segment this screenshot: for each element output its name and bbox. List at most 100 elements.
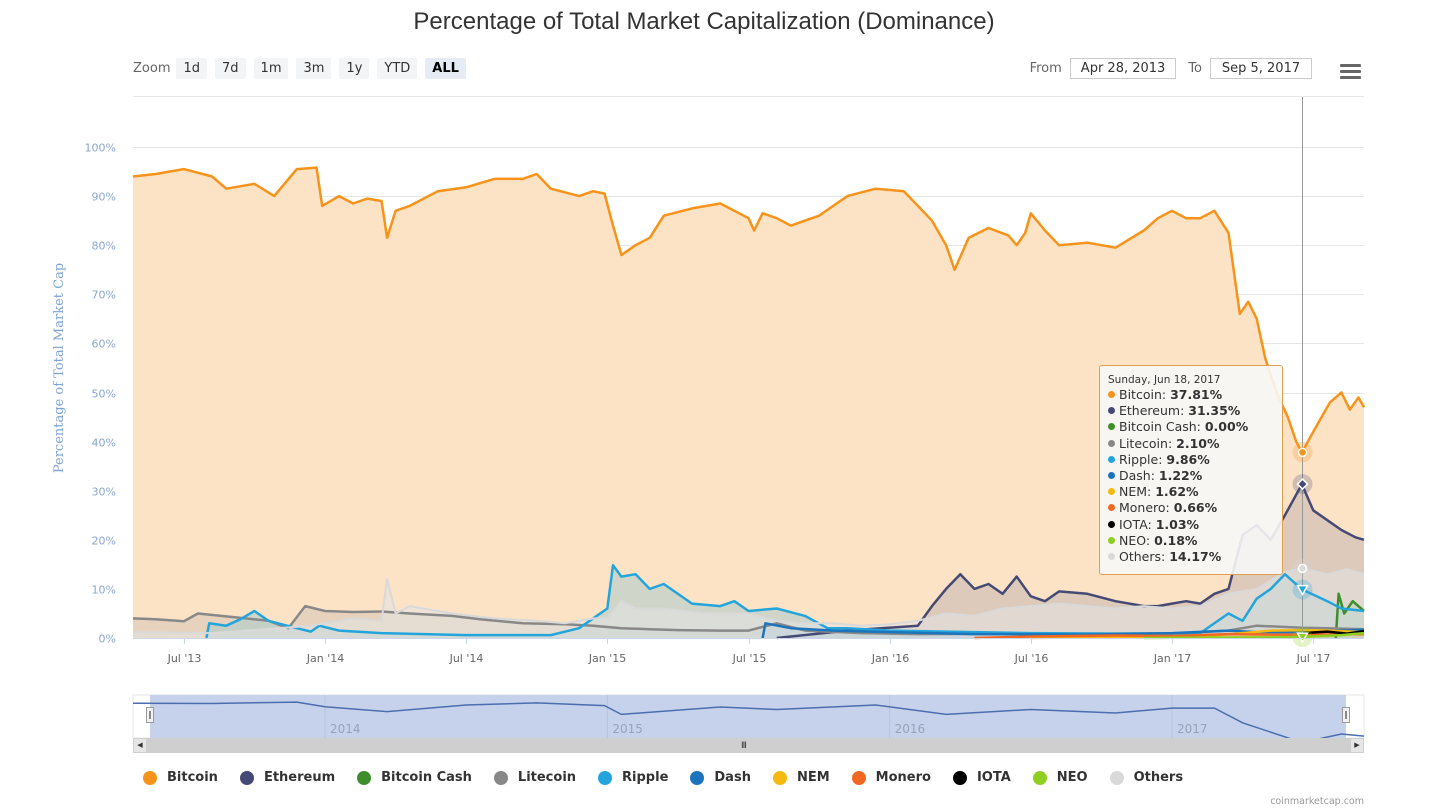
legend-swatch-icon xyxy=(493,770,508,785)
legend-item-dash[interactable]: Dash xyxy=(690,770,751,785)
scroll-right-arrow-icon[interactable]: ▶ xyxy=(1350,738,1364,753)
from-date-input[interactable]: Apr 28, 2013 xyxy=(1069,58,1177,79)
series-dot-icon xyxy=(1108,536,1115,544)
legend-item-neo[interactable]: NEO xyxy=(1032,770,1088,785)
scroll-grip-icon[interactable]: III xyxy=(741,741,747,751)
zoom-3m-button[interactable]: 3m xyxy=(296,58,332,79)
navigator-year-label: 2014 xyxy=(330,722,361,736)
legend-label: Litecoin xyxy=(517,770,577,785)
legend-item-bitcoin[interactable]: Bitcoin xyxy=(143,770,218,785)
zoom-ytd-button[interactable]: YTD xyxy=(377,58,418,79)
legend-label: Monero xyxy=(875,770,931,785)
zoom-1m-button[interactable]: 1m xyxy=(253,58,289,79)
series-dot-icon xyxy=(1108,488,1115,496)
legend-label: Ripple xyxy=(622,770,669,785)
x-tick-label: Jan '14 xyxy=(306,652,344,665)
legend-label: Bitcoin xyxy=(167,770,218,785)
series-dot-icon xyxy=(1108,455,1115,463)
menu-bar xyxy=(1340,70,1361,73)
line-bitcoin-cash[interactable] xyxy=(1334,592,1365,639)
tooltip-row-bitcoin: Bitcoin: 37.81% xyxy=(1108,387,1274,403)
x-tick-label: Jan '15 xyxy=(588,652,626,665)
zoom-all-button[interactable]: ALL xyxy=(425,58,466,79)
tooltip-series-name: Bitcoin Cash: xyxy=(1119,419,1205,435)
legend-item-others[interactable]: Others xyxy=(1109,770,1184,785)
line-others[interactable] xyxy=(132,567,1365,635)
tooltip-series-name: IOTA: xyxy=(1119,516,1156,532)
hamburger-menu-icon[interactable] xyxy=(1340,64,1361,82)
credits-link[interactable]: coinmarketcap.com xyxy=(1270,796,1364,807)
y-tick-label: 40% xyxy=(92,437,116,450)
legend-swatch-icon xyxy=(851,770,866,785)
legend-swatch-icon xyxy=(772,770,787,785)
legend-item-ripple[interactable]: Ripple xyxy=(598,770,668,785)
series-dot-icon xyxy=(1108,472,1115,480)
legend-swatch-icon xyxy=(239,770,254,785)
to-label: To xyxy=(1188,61,1202,76)
series-dot-icon xyxy=(1108,439,1115,447)
series-dot-icon xyxy=(1108,423,1115,431)
legend-item-nem[interactable]: NEM xyxy=(772,770,830,785)
line-nem[interactable] xyxy=(1030,628,1365,640)
legend-item-litecoin[interactable]: Litecoin xyxy=(493,770,577,785)
hover-markers xyxy=(1292,442,1313,648)
tooltip-series-name: Monero: xyxy=(1119,500,1174,516)
tooltip-row-bitcoin-cash: Bitcoin Cash: 0.00% xyxy=(1108,419,1274,435)
legend-item-ethereum[interactable]: Ethereum xyxy=(239,770,335,785)
area-others xyxy=(133,568,1364,638)
tooltip-row-neo: NEO: 0.18% xyxy=(1108,533,1274,549)
y-tick-label: 70% xyxy=(92,289,116,302)
tooltip-series-value: 0.66% xyxy=(1173,500,1218,516)
legend-item-iota[interactable]: IOTA xyxy=(952,770,1011,785)
legend-label: IOTA xyxy=(976,770,1011,785)
tooltip-series-value: 0.00% xyxy=(1204,419,1249,435)
zoom-1d-button[interactable]: 1d xyxy=(176,58,208,79)
line-ripple[interactable] xyxy=(205,564,1365,639)
navigator-left-handle[interactable] xyxy=(146,707,154,723)
tooltip-series-value: 2.10% xyxy=(1176,435,1220,451)
tooltip-series-name: Ethereum: xyxy=(1119,403,1189,419)
tooltip-row-dash: Dash: 1.22% xyxy=(1108,468,1274,484)
tooltip-row-ripple: Ripple: 9.86% xyxy=(1108,452,1274,468)
marker-ethereum xyxy=(1296,478,1309,491)
y-axis-label: Percentage of Total Market Cap xyxy=(52,263,67,473)
y-tick-label: 20% xyxy=(92,535,116,548)
legend-item-bitcoin-cash[interactable]: Bitcoin Cash xyxy=(357,770,472,785)
legend-label: Bitcoin Cash xyxy=(381,770,472,785)
navigator-right-handle[interactable] xyxy=(1342,707,1350,723)
scroll-left-arrow-icon[interactable]: ◀ xyxy=(133,738,147,753)
x-tick-label: Jan '17 xyxy=(1153,652,1191,665)
navigator-selection[interactable] xyxy=(150,695,1346,738)
line-bitcoin[interactable] xyxy=(132,166,1366,454)
zoom-7d-button[interactable]: 7d xyxy=(215,58,246,79)
to-date-input[interactable]: Sep 5, 2017 xyxy=(1210,58,1312,79)
legend-item-monero[interactable]: Monero xyxy=(851,770,931,785)
y-tick-label: 0% xyxy=(99,633,116,646)
series-dot-icon xyxy=(1108,553,1115,561)
series-dot-icon xyxy=(1108,407,1115,415)
x-tick-label: Jul '17 xyxy=(1296,652,1331,665)
zoom-1y-button[interactable]: 1y xyxy=(339,58,370,79)
navigator-year-label: 2015 xyxy=(612,722,643,736)
legend-label: Others xyxy=(1133,770,1184,785)
tooltip-series-name: NEO: xyxy=(1119,532,1155,548)
marker-others xyxy=(1297,563,1308,574)
legend-swatch-icon xyxy=(143,770,157,785)
legend-swatch-icon xyxy=(598,770,613,785)
marker-neo xyxy=(1296,632,1309,644)
legend-swatch-icon xyxy=(952,770,967,785)
tooltip-series-value: 31.35% xyxy=(1188,403,1241,419)
tooltip-row-others: Others: 14.17% xyxy=(1108,549,1274,565)
y-tick-label: 30% xyxy=(92,486,116,499)
tooltip-series-value: 37.81% xyxy=(1170,387,1223,402)
area-bitcoin xyxy=(133,167,1364,638)
hover-tooltip: Sunday, Jun 18, 2017 Bitcoin: 37.81% Ethe… xyxy=(1099,365,1283,575)
navigator-scrollbar[interactable]: ◀ III ▶ xyxy=(133,738,1364,753)
tooltip-row-ethereum: Ethereum: 31.35% xyxy=(1108,403,1274,419)
tooltip-row-iota: IOTA: 1.03% xyxy=(1108,517,1274,533)
navigator-year-label: 2016 xyxy=(895,722,926,736)
line-monero[interactable] xyxy=(974,632,1365,640)
series-dot-icon xyxy=(1108,504,1115,512)
y-tick-label: 60% xyxy=(92,338,116,351)
